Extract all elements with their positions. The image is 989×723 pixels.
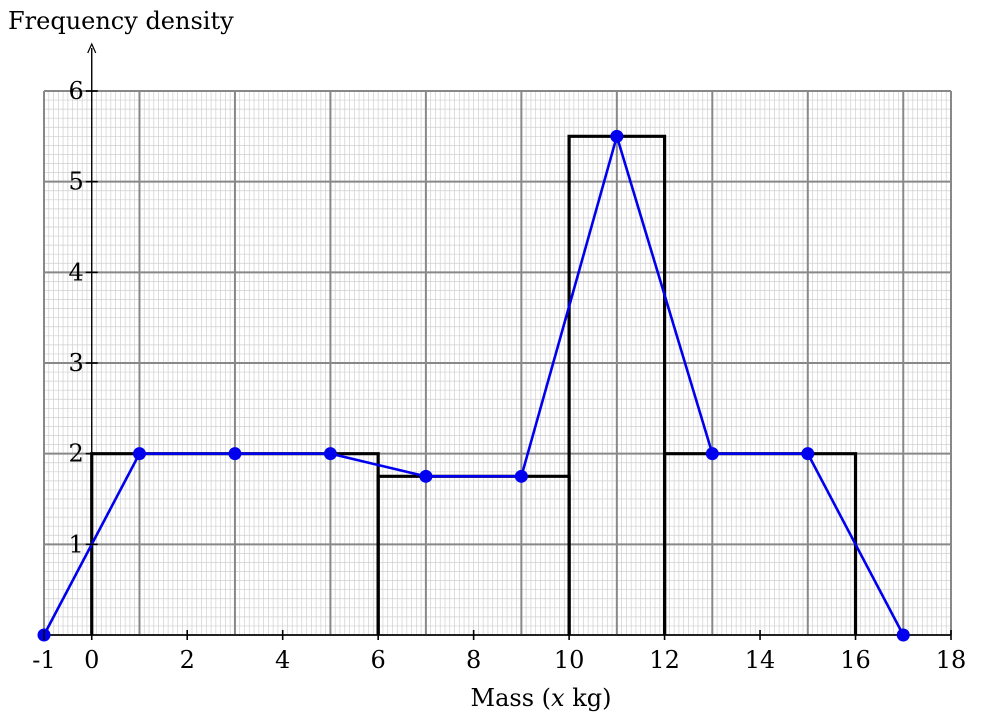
x-tick-label: 12 — [649, 646, 680, 674]
y-tick-label: 2 — [68, 440, 83, 468]
y-axis-label: Frequency density — [8, 7, 234, 35]
y-tick-label: 4 — [68, 258, 83, 286]
x-tick-label: 10 — [554, 646, 585, 674]
y-axis-arrow — [87, 42, 97, 54]
polygon-line — [42, 135, 905, 636]
polygon-point — [801, 447, 815, 461]
major-grid — [43, 90, 952, 636]
x-tick-label: 8 — [466, 646, 481, 674]
x-tick-label: 4 — [275, 646, 290, 674]
x-tick-label: 16 — [840, 646, 871, 674]
x-tick-label: 2 — [180, 646, 195, 674]
x-axis-label-suffix: kg) — [565, 684, 612, 712]
polygon-point — [896, 628, 910, 642]
x-axis-label-prefix: Mass ( — [471, 684, 552, 712]
frequency-polygon — [37, 129, 910, 642]
x-tick-label: 18 — [936, 646, 967, 674]
polygon-point — [610, 129, 624, 143]
x-tick-label: 14 — [745, 646, 776, 674]
x-tick-label: 0 — [84, 646, 99, 674]
polygon-point — [514, 469, 528, 483]
polygon-point — [132, 447, 146, 461]
y-tick-label: 1 — [68, 530, 83, 558]
x-axis-label: Mass (x kg) — [471, 684, 612, 712]
polygon-point — [705, 447, 719, 461]
polygon-point — [228, 447, 242, 461]
polygon-point — [323, 447, 337, 461]
x-tick-label: -1 — [32, 646, 55, 674]
x-tick-label: 6 — [371, 646, 386, 674]
y-tick-label: 5 — [68, 168, 83, 196]
x-axis-label-variable: x — [551, 684, 565, 712]
y-tick-label: 6 — [68, 77, 83, 105]
polygon-point — [419, 469, 433, 483]
y-tick-label: 3 — [68, 349, 83, 377]
